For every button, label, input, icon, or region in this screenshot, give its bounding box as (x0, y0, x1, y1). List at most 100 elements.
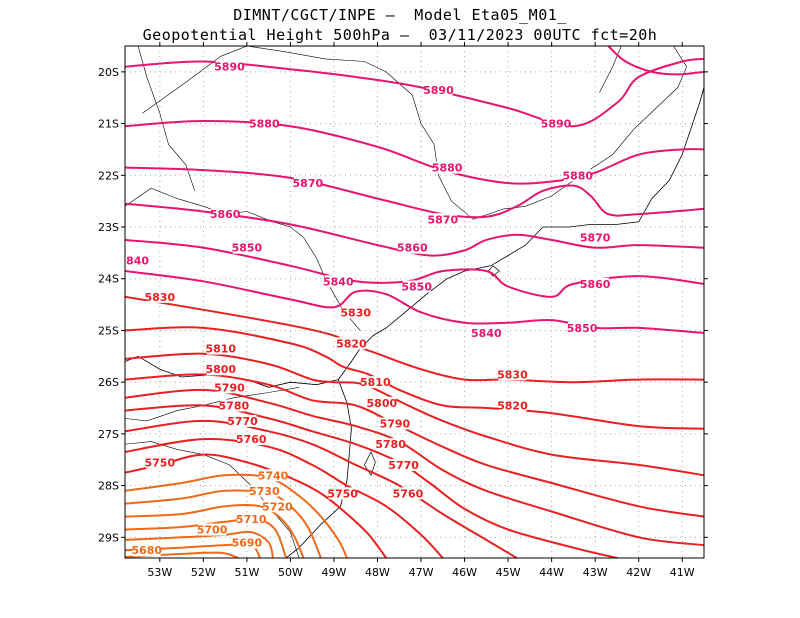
state-border (599, 46, 622, 93)
contour-label-bg (498, 399, 527, 412)
contour-label-bg (232, 241, 261, 254)
contour-label: 5700 (197, 524, 228, 537)
lon-tick-label: 43W (583, 566, 608, 579)
contour-label-bg (250, 117, 279, 130)
contour-label-bg (259, 469, 288, 482)
contour-label: 5830 (497, 368, 528, 381)
contour-label: 5690 (232, 536, 263, 549)
lat-tick-label: 29S (98, 531, 119, 544)
contour-label-bg (206, 342, 235, 355)
contour-label-bg (341, 306, 370, 319)
contour-label: 5770 (388, 459, 419, 472)
plot-frame (124, 45, 705, 559)
contour-label-bg (393, 487, 422, 500)
contour-label-bg (211, 208, 240, 221)
contour-5830 (125, 295, 704, 384)
contour-label: 5810 (205, 343, 236, 356)
contour-label-bg (145, 456, 174, 469)
lat-tick-label: 22S (98, 169, 119, 182)
contour-label-bg (324, 275, 353, 288)
contour-label: 5780 (375, 438, 406, 451)
contour-label-bg (581, 277, 610, 290)
contour-label: 5850 (567, 322, 598, 335)
lat-tick-label: 27S (98, 428, 119, 441)
contour-5860 (125, 202, 704, 257)
contour-label-layer: 5890 5890 5890 5880 5880 5880 5870 5870 5870 5860… (125, 60, 611, 557)
contour-label: 5850 (232, 242, 263, 255)
contour-5700 (125, 530, 274, 558)
contour-5890 (125, 57, 704, 128)
contour-label-bg (402, 280, 431, 293)
contour-label-bg (398, 241, 427, 254)
lon-tick-label: 41W (670, 566, 695, 579)
geography-layer (125, 46, 704, 558)
contour-label-bg (215, 381, 244, 394)
contour-label-bg (428, 213, 457, 226)
contour-5890 (607, 46, 704, 76)
contour-5770 (125, 419, 518, 558)
map-title-line1: DIMNT/CGCT/INPE – Model Eta05_M01_ (233, 6, 567, 24)
contour-label-bg (215, 60, 244, 73)
contour-label: 5830 (340, 306, 371, 319)
lat-tick-label: 20S (98, 66, 119, 79)
contour-label: 5710 (236, 513, 267, 526)
contour-label-bg (568, 321, 597, 334)
contour-label-bg (250, 484, 279, 497)
contour-label: 5760 (236, 433, 267, 446)
contour-5760 (125, 437, 444, 558)
lon-tick-label: 50W (278, 566, 303, 579)
contour-label-bg (424, 83, 453, 96)
island-outline (488, 265, 500, 277)
contour-label-bg (219, 399, 248, 412)
lat-tick-label: 24S (98, 273, 119, 286)
lon-tick-label: 53W (147, 566, 172, 579)
state-border (142, 46, 248, 114)
lon-tick-label: 44W (539, 566, 564, 579)
contour-label: 5860 (397, 242, 428, 255)
contour-label: 5720 (262, 500, 293, 513)
contour-label-bg (206, 363, 235, 376)
contour-label: 5750 (327, 487, 358, 500)
lon-tick-label: 51W (234, 566, 259, 579)
contour-label: 5750 (145, 456, 176, 469)
map-title-line2: Geopotential Height 500hPa – 03/11/2023 … (142, 26, 658, 44)
lat-tick-label: 23S (98, 221, 119, 234)
contour-label: 5870 (293, 177, 324, 190)
contour-label-bg (581, 231, 610, 244)
contour-label: 5890 (214, 61, 245, 74)
contour-label-bg (563, 169, 592, 182)
contour-5870 (125, 166, 704, 219)
contour-5880 (125, 120, 704, 185)
contour-label-bg (237, 513, 266, 526)
lon-tick-label: 42W (626, 566, 651, 579)
contour-label-bg (328, 487, 357, 500)
contour-label-bg (433, 161, 462, 174)
map-grid (125, 46, 704, 558)
contour-label-bg (293, 177, 322, 190)
contour-label-bg (472, 327, 501, 340)
contour-label: 5820 (497, 399, 528, 412)
contour-label: 5880 (562, 169, 593, 182)
contour-label-bg (361, 376, 390, 389)
contour-label: 5850 (401, 280, 432, 293)
contour-label: 5730 (249, 485, 280, 498)
contour-label-bg (367, 396, 396, 409)
lon-tick-label: 47W (409, 566, 434, 579)
state-border (246, 46, 687, 220)
contour-label: 5860 (210, 208, 241, 221)
state-border (125, 187, 361, 331)
contour-label: 5810 (360, 376, 391, 389)
contour-label: 5890 (541, 118, 572, 131)
contour-label-bg (237, 433, 266, 446)
contour-label-bg (263, 500, 292, 513)
contour-label: 5800 (367, 397, 398, 410)
contour-label: 5740 (258, 469, 289, 482)
contour-label: 5840 (471, 327, 502, 340)
contour-label: 5760 (393, 487, 424, 500)
contour-layer (125, 46, 704, 558)
contour-label-bg (498, 368, 527, 381)
contour-label-bg (132, 544, 161, 557)
lon-tick-label: 45W (496, 566, 521, 579)
contour-5720 (125, 503, 305, 558)
